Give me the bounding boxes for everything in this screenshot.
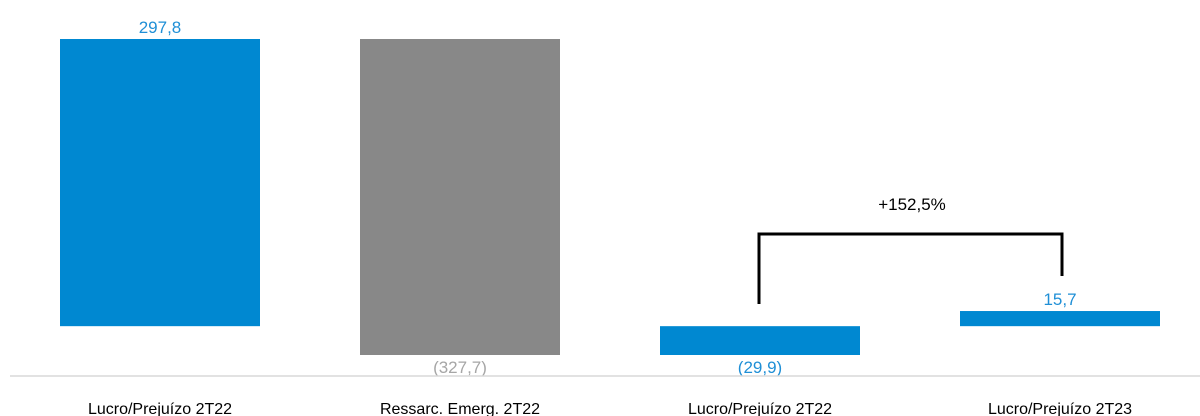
value-labels-group: 297,8 (327,7) (29,9) 15,7 [139, 18, 1077, 377]
bars-group [60, 39, 1160, 355]
category-label-2: Ressarc. Emerg. 2T22 [380, 401, 540, 416]
bar-value-label-2: (327,7) [433, 358, 487, 377]
bar-value-label-1: 297,8 [139, 18, 182, 37]
bar-4 [960, 311, 1160, 327]
bar-2 [360, 39, 560, 355]
comparison-annotation: +152,5% [878, 195, 946, 214]
category-label-1: Lucro/Prejuízo 2T22 [88, 401, 232, 416]
bar-3 [660, 326, 860, 355]
category-labels-group: Lucro/Prejuízo 2T22 Ressarc. Emerg. 2T22 L… [88, 401, 1132, 416]
bar-value-label-3: (29,9) [738, 358, 782, 377]
bar-value-label-4: 15,7 [1043, 290, 1076, 309]
category-label-3: Lucro/Prejuízo 2T22 [688, 401, 832, 416]
category-label-4: Lucro/Prejuízo 2T23 [988, 401, 1132, 416]
bar-1 [60, 39, 260, 327]
comparison-bracket [757, 232, 1064, 304]
